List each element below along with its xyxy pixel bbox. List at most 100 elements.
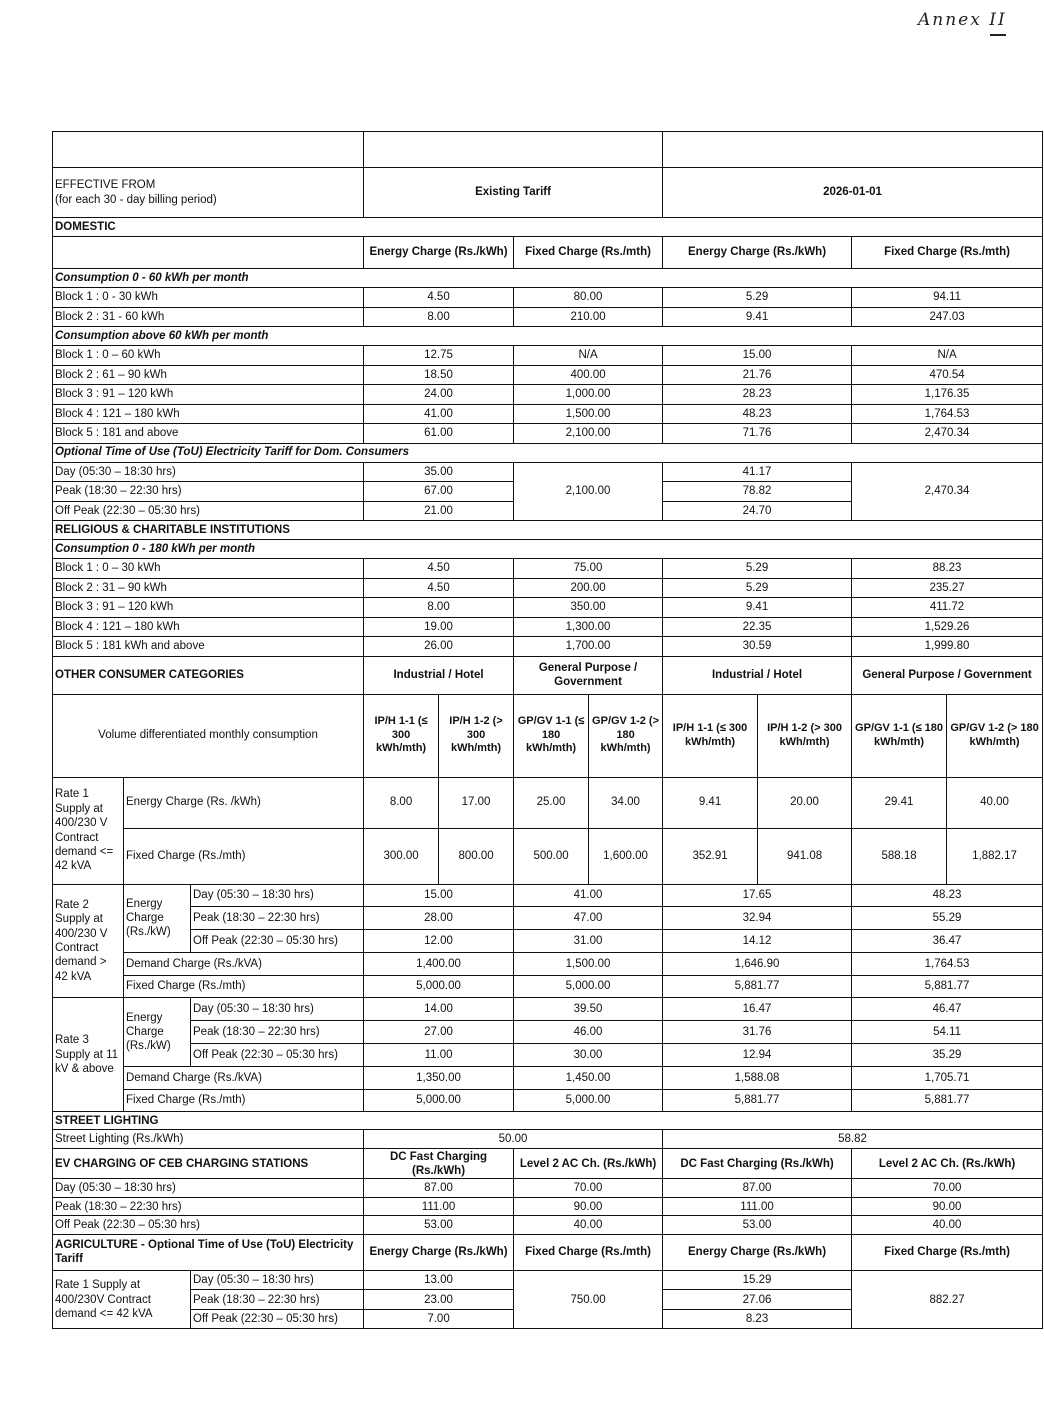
value-cell: 41.17 (662, 461, 853, 482)
table-row: Demand Charge (Rs./kVA) 1,400.00 1,500.00 1… (53, 951, 1044, 976)
section-title-agriculture: AGRICULTURE - Optional Time of Use (ToU)… (51, 1233, 365, 1271)
value-cell: 39.50 (513, 997, 664, 1022)
row-label: Off Peak (22:30 – 05:30 hrs) (189, 1043, 365, 1067)
table-row: Volume differentiated monthly consumptio… (51, 693, 1044, 778)
value-cell: 15.00 (363, 883, 515, 908)
value-cell: 1,882.17 (946, 827, 1044, 885)
value-cell: 500.00 (513, 827, 590, 885)
row-label: Block 2 : 31 - 60 kWh (51, 306, 365, 327)
value-cell: 15.29 (662, 1269, 853, 1291)
section-title-street: STREET LIGHTING (51, 1111, 1044, 1131)
subcategory-header: GP/GV 1-1 (≤ 180 kWh/mth) (851, 693, 948, 778)
value-cell: 5,881.77 (851, 974, 1044, 999)
row-label: Fixed Charge (Rs./mth) (122, 827, 365, 885)
row-label: Off Peak (22:30 – 05:30 hrs) (189, 1308, 365, 1330)
value-cell: 12.75 (363, 345, 515, 366)
row-label: Street Lighting (Rs./kWh) (51, 1129, 365, 1150)
group-header: General Purpose / Government (851, 655, 1044, 695)
column-header: Level 2 AC Ch. (Rs./kWh) (513, 1148, 664, 1180)
table-row: Peak (18:30 – 22:30 hrs) 28.00 47.00 32.94 5… (53, 906, 1044, 931)
value-cell: 5,881.77 (662, 974, 853, 999)
rate-label: Rate 3 Supply at 11 kV & above (52, 997, 124, 1113)
value-cell: 1,500.00 (513, 403, 664, 424)
table-row: Consumption above 60 kWh per month (51, 326, 1044, 346)
row-label: Fixed Charge (Rs./mth) (122, 1088, 365, 1113)
table-row: AGRICULTURE - Optional Time of Use (ToU)… (51, 1233, 1044, 1271)
value-cell: 16.47 (662, 997, 853, 1022)
value-cell: 21.76 (662, 364, 853, 385)
value-cell: 411.72 (851, 597, 1044, 618)
value-cell: 35.00 (363, 461, 515, 482)
value-cell: 17.00 (438, 776, 515, 829)
value-cell: 20.00 (757, 776, 853, 829)
table-row: Off Peak (22:30 – 05:30 hrs) 11.00 30.00 12… (53, 1043, 1044, 1067)
value-cell: 34.00 (588, 776, 664, 829)
table-row: Rate 1 Supply at 400/230V Contract deman… (52, 1269, 1044, 1330)
row-label: Day (05:30 – 18:30 hrs) (189, 1269, 365, 1291)
table-row: RELIGIOUS & CHARITABLE INSTITUTIONS (51, 520, 1044, 540)
row-label: Off Peak (22:30 – 05:30 hrs) (51, 500, 365, 521)
value-cell: 90.00 (851, 1196, 1044, 1217)
value-cell: 24.00 (363, 384, 515, 405)
value-cell: 41.00 (363, 403, 515, 424)
value-cell: 14.00 (363, 997, 515, 1022)
group-header: General Purpose / Government (513, 655, 664, 695)
value-cell: 4.50 (363, 287, 515, 308)
subsection-title: Consumption above 60 kWh per month (51, 326, 1044, 346)
value-cell: 9.41 (662, 776, 759, 829)
value-cell: 30.59 (662, 636, 853, 657)
value-cell: 5.29 (662, 577, 853, 598)
value-cell: 5,000.00 (363, 1088, 515, 1113)
table-row: EV CHARGING OF CEB CHARGING STATIONS DC F… (51, 1148, 1044, 1180)
value-cell: 22.35 (662, 616, 853, 637)
value-cell: 1,529.26 (851, 616, 1044, 637)
value-cell: 12.94 (662, 1043, 853, 1067)
annex-handwritten-note: Annex II (918, 10, 1007, 30)
table-row: Fixed Charge (Rs./mth) 5,000.00 5,000.00 5,… (53, 1088, 1044, 1113)
value-cell: 1,588.08 (662, 1065, 853, 1090)
value-cell: 26.00 (363, 636, 515, 657)
table-row: Consumption 0 - 180 kWh per month (51, 539, 1044, 559)
table-row: Block 3 : 91 – 120 kWh 8.00 350.00 9.41 411.… (51, 597, 1044, 618)
value-cell: 48.23 (851, 883, 1044, 908)
value-cell: 300.00 (363, 827, 440, 885)
value-cell: 30.00 (513, 1043, 664, 1067)
row-label: Block 4 : 121 – 180 kWh (51, 403, 365, 424)
table-row: Block 4 : 121 – 180 kWh 19.00 1,300.00 22.3… (51, 616, 1044, 637)
value-cell: 61.00 (363, 423, 515, 444)
value-cell: 48.23 (662, 403, 853, 424)
value-cell: 14.12 (662, 929, 853, 953)
row-label: Block 5 : 181 and above (51, 423, 365, 444)
value-cell: N/A (513, 345, 664, 366)
value-cell: 200.00 (513, 577, 664, 598)
value-cell: 1,764.53 (851, 951, 1044, 976)
value-cell: 50.00 (363, 1129, 664, 1150)
table-row: Block 1 : 0 – 30 kWh 4.50 75.00 5.29 88.23 (51, 558, 1044, 579)
table-row: Fixed Charge (Rs./mth) 300.00 800.00 500.00… (53, 827, 1044, 885)
value-cell: 750.00 (513, 1269, 664, 1330)
table-row: Day (05:30 – 18:30 hrs) 35.00 2,100.00 41.1… (51, 461, 1044, 521)
value-cell: 46.47 (851, 997, 1044, 1022)
table-row: Optional Time of Use (ToU) Electricity T… (51, 442, 1044, 463)
table-row: Block 2 : 61 – 90 kWh 18.50 400.00 21.76 470… (51, 364, 1044, 385)
table-row: Day (05:30 – 18:30 hrs) 87.00 70.00 87.00 70… (51, 1178, 1044, 1198)
value-cell: 36.47 (851, 929, 1044, 953)
value-cell: 71.76 (662, 423, 853, 444)
column-header: Fixed Charge (Rs./mth) (513, 236, 664, 269)
section-title-domestic: DOMESTIC (51, 217, 1044, 237)
value-cell: 27.06 (662, 1289, 853, 1310)
value-cell: 800.00 (438, 827, 515, 885)
value-cell: 17.65 (662, 883, 853, 908)
column-header: Energy Charge (Rs./kWh) (363, 1233, 515, 1271)
subcategory-header: IP/H 1-1 (≤ 300 kWh/mth) (363, 693, 440, 778)
value-cell: 87.00 (363, 1178, 515, 1198)
value-cell: 75.00 (513, 558, 664, 579)
table-row: STREET LIGHTING (51, 1111, 1044, 1131)
value-cell: 400.00 (513, 364, 664, 385)
value-cell: 2,470.34 (851, 423, 1044, 444)
row-label: Peak (18:30 – 22:30 hrs) (189, 1289, 365, 1310)
value-cell: 1,176.35 (851, 384, 1044, 405)
table-row: Off Peak (22:30 – 05:30 hrs) 12.00 31.00 14… (53, 929, 1044, 953)
value-cell: 1,600.00 (588, 827, 664, 885)
value-cell: 78.82 (662, 481, 853, 502)
